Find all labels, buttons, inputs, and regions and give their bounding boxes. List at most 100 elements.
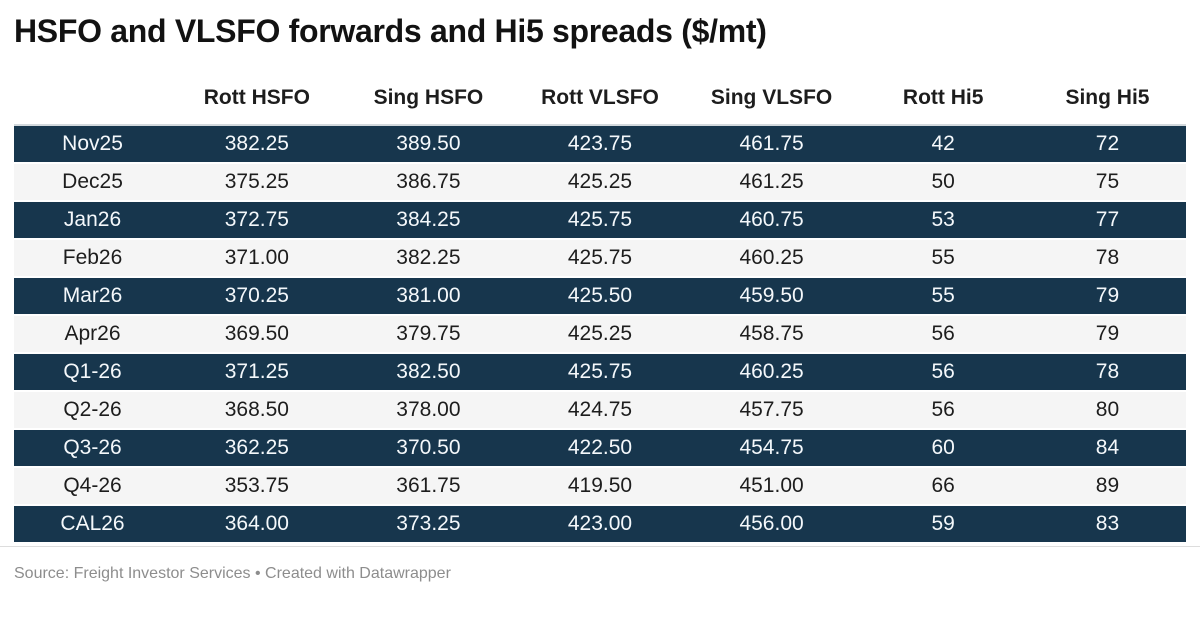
row-label-cell: Q3-26 — [14, 430, 172, 468]
row-label-cell: Q2-26 — [14, 392, 172, 430]
table-cell: 423.75 — [514, 126, 686, 164]
table-cell: 373.25 — [342, 506, 515, 544]
table-cell: 379.75 — [342, 316, 515, 354]
table-cell: 84 — [1028, 430, 1186, 468]
table-cell: 425.75 — [514, 202, 686, 240]
table-cell: 60 — [857, 430, 1029, 468]
column-header: Rott VLSFO — [514, 50, 686, 126]
table-cell: 458.75 — [685, 316, 858, 354]
table-cell: 55 — [857, 240, 1029, 278]
table-cell: 425.50 — [514, 278, 686, 316]
table-cell: 457.75 — [685, 392, 858, 430]
table-cell: 451.00 — [685, 468, 858, 506]
row-label-column-header — [14, 50, 172, 126]
table-cell: 353.75 — [171, 468, 343, 506]
table-row: Q4-26 353.75 361.75 419.50 451.00 66 89 — [14, 468, 1186, 506]
source-attribution: Source: Freight Investor Services • Crea… — [14, 565, 451, 582]
row-label-cell: Nov25 — [14, 126, 172, 164]
table-cell: 78 — [1028, 354, 1186, 392]
table-cell: 460.75 — [685, 202, 858, 240]
table-cell: 79 — [1028, 278, 1186, 316]
table-cell: 75 — [1028, 164, 1186, 202]
table-cell: 382.50 — [342, 354, 515, 392]
table-row: Q3-26 362.25 370.50 422.50 454.75 60 84 — [14, 430, 1186, 468]
table-cell: 59 — [857, 506, 1029, 544]
table-cell: 461.25 — [685, 164, 858, 202]
column-header: Sing Hi5 — [1028, 50, 1186, 126]
table-cell: 456.00 — [685, 506, 858, 544]
table-cell: 371.25 — [171, 354, 343, 392]
table-cell: 419.50 — [514, 468, 686, 506]
table-cell: 369.50 — [171, 316, 343, 354]
table-cell: 378.00 — [342, 392, 515, 430]
table-cell: 79 — [1028, 316, 1186, 354]
row-label-cell: Apr26 — [14, 316, 172, 354]
table-cell: 80 — [1028, 392, 1186, 430]
row-label-cell: Q4-26 — [14, 468, 172, 506]
table-cell: 78 — [1028, 240, 1186, 278]
table-cell: 381.00 — [342, 278, 515, 316]
row-label-cell: Jan26 — [14, 202, 172, 240]
column-header: Rott HSFO — [171, 50, 343, 126]
footer-divider — [0, 546, 1200, 547]
table-body: Nov25 382.25 389.50 423.75 461.75 42 72 Dec25 37… — [14, 126, 1186, 544]
row-label-cell: Mar26 — [14, 278, 172, 316]
table-cell: 370.50 — [342, 430, 515, 468]
table-cell: 55 — [857, 278, 1029, 316]
table-cell: 384.25 — [342, 202, 515, 240]
column-header: Sing VLSFO — [685, 50, 858, 126]
row-label-cell: Dec25 — [14, 164, 172, 202]
page: HSFO and VLSFO forwards and Hi5 spreads … — [0, 12, 1200, 628]
table-cell: 423.00 — [514, 506, 686, 544]
table-cell: 386.75 — [342, 164, 515, 202]
table-row: Apr26 369.50 379.75 425.25 458.75 56 79 — [14, 316, 1186, 354]
table-cell: 424.75 — [514, 392, 686, 430]
table-row: Jan26 372.75 384.25 425.75 460.75 53 77 — [14, 202, 1186, 240]
table-row: CAL26 364.00 373.25 423.00 456.00 59 83 — [14, 506, 1186, 544]
table-cell: 50 — [857, 164, 1029, 202]
table-row: Nov25 382.25 389.50 423.75 461.75 42 72 — [14, 126, 1186, 164]
table-cell: 459.50 — [685, 278, 858, 316]
table-cell: 42 — [857, 126, 1029, 164]
table-cell: 460.25 — [685, 354, 858, 392]
table-cell: 389.50 — [342, 126, 515, 164]
row-label-cell: CAL26 — [14, 506, 172, 544]
table-row: Feb26 371.00 382.25 425.75 460.25 55 78 — [14, 240, 1186, 278]
table-cell: 53 — [857, 202, 1029, 240]
table-cell: 83 — [1028, 506, 1186, 544]
row-label-cell: Q1-26 — [14, 354, 172, 392]
table-cell: 425.75 — [514, 354, 686, 392]
table-cell: 460.25 — [685, 240, 858, 278]
forwards-table: Rott HSFO Sing HSFO Rott VLSFO Sing VLSFO Ro… — [14, 50, 1186, 544]
table-cell: 56 — [857, 316, 1029, 354]
table-cell: 425.25 — [514, 316, 686, 354]
table-cell: 425.75 — [514, 240, 686, 278]
table-cell: 372.75 — [171, 202, 343, 240]
table-row: Q1-26 371.25 382.50 425.75 460.25 56 78 — [14, 354, 1186, 392]
row-label-cell: Feb26 — [14, 240, 172, 278]
table-cell: 364.00 — [171, 506, 343, 544]
table-cell: 361.75 — [342, 468, 515, 506]
table-cell: 89 — [1028, 468, 1186, 506]
column-header: Rott Hi5 — [857, 50, 1029, 126]
table-cell: 56 — [857, 354, 1029, 392]
table-cell: 371.00 — [171, 240, 343, 278]
table-cell: 422.50 — [514, 430, 686, 468]
table-cell: 368.50 — [171, 392, 343, 430]
table-cell: 370.25 — [171, 278, 343, 316]
table-cell: 461.75 — [685, 126, 858, 164]
table-cell: 56 — [857, 392, 1029, 430]
table-cell: 362.25 — [171, 430, 343, 468]
table-row: Mar26 370.25 381.00 425.50 459.50 55 79 — [14, 278, 1186, 316]
table-cell: 72 — [1028, 126, 1186, 164]
table-header-row: Rott HSFO Sing HSFO Rott VLSFO Sing VLSFO Ro… — [14, 50, 1186, 126]
column-header: Sing HSFO — [342, 50, 515, 126]
page-title: HSFO and VLSFO forwards and Hi5 spreads … — [14, 13, 767, 49]
table-header: Rott HSFO Sing HSFO Rott VLSFO Sing VLSFO Ro… — [14, 50, 1186, 126]
table-row: Dec25 375.25 386.75 425.25 461.25 50 75 — [14, 164, 1186, 202]
table-cell: 382.25 — [171, 126, 343, 164]
table-cell: 425.25 — [514, 164, 686, 202]
table-cell: 375.25 — [171, 164, 343, 202]
table-row: Q2-26 368.50 378.00 424.75 457.75 56 80 — [14, 392, 1186, 430]
table-cell: 77 — [1028, 202, 1186, 240]
